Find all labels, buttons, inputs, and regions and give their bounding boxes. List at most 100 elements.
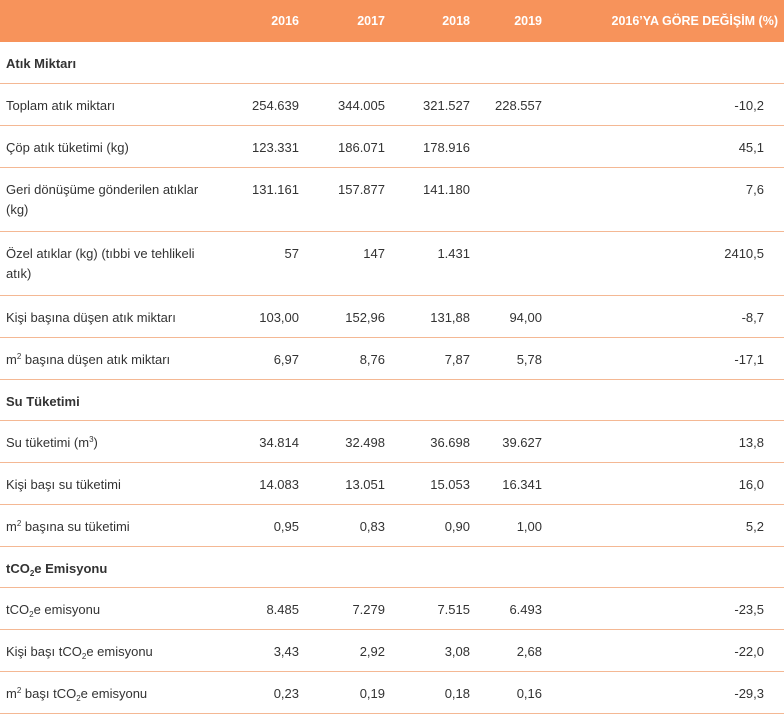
cell-change: -8,7 [741,309,764,325]
cell-2018: 15.053 [430,476,470,492]
cell-2016: 254.639 [252,97,299,113]
cell-2018: 0,18 [444,685,470,701]
row-label: Geri dönüşüme gönderilen atıklar (kg) [6,181,199,217]
cell-2017: 186.071 [338,139,385,155]
header-2018: 2018 [442,14,470,28]
cell-2019: 228.557 [495,97,542,113]
header-2016: 2016 [271,14,299,28]
cell-2018: 141.180 [423,181,470,197]
label-sub: 2 [29,609,34,619]
cell-2016: 6,97 [273,351,299,367]
cell-change: 16,0 [738,476,764,492]
row-label: Toplam atık miktarı [6,97,116,113]
label-sup: 2 [16,518,22,528]
cell-2019 [472,231,557,295]
row-label: Su tüketimi (m3) [0,420,222,462]
cell-2016: 14.083 [259,476,299,492]
cell-change: -22,0 [734,643,764,659]
table-row: Özel atıklar (kg) (tıbbi ve tehlikeli at… [0,231,784,295]
cell-change: -17,1 [734,351,764,367]
table-row: m2 başına düşen atık miktarı 6,97 8,76 7… [0,337,784,379]
cell-change: 5,2 [745,518,764,534]
cell-2017: 0,19 [359,685,385,701]
label-mid: başı tCO [21,685,77,701]
cell-2018: 321.527 [423,97,470,113]
section-title: Atık Miktarı [6,56,77,71]
cell-2017: 152,96 [345,309,385,325]
label-pre: m [6,351,17,367]
cell-2018: 7.515 [437,601,470,617]
cell-2019: 5,78 [516,351,542,367]
label-post: e emisyonu [80,685,148,701]
label-post: ) [93,434,98,450]
cell-2019: 16.341 [502,476,542,492]
table-row: m2 başı tCO2e emisyonu 0,23 0,19 0,18 0,… [0,671,784,713]
cell-change: -23,5 [734,601,764,617]
cell-2019: 1,00 [516,518,542,534]
section-title: tCO2e Emisyonu [0,546,784,587]
cell-2019: 0,16 [516,685,542,701]
cell-2018: 0,90 [444,518,470,534]
cell-2018: 7,87 [444,351,470,367]
cell-change: -10,2 [734,97,764,113]
section-emission: tCO2e Emisyonu [0,546,784,587]
table-row: tCO2e emisyonu 8.485 7.279 7.515 6.493 -… [0,587,784,629]
row-label: m2 başına düşen atık miktarı [0,337,222,379]
cell-change: 2410,5 [724,245,764,261]
cell-2019: 94,00 [509,309,542,325]
row-label: m2 başına su tüketimi [0,504,222,546]
cell-2016: 123.331 [252,139,299,155]
title-post: e Emisyonu [34,560,108,576]
label-post: e emisyonu [33,601,101,617]
cell-2016: 3,43 [273,643,299,659]
cell-2018: 1.431 [437,245,470,261]
cell-2018: 178.916 [423,139,470,155]
header-change: 2016’YA GÖRE DEĞİŞİM (%) [611,14,779,28]
row-label: tCO2e emisyonu [0,587,222,629]
cell-2019: 2,68 [516,643,542,659]
row-label: m2 başı tCO2e emisyonu [0,671,222,713]
title-sub: 2 [29,568,35,578]
cell-2019 [472,125,557,167]
table-row: Çöp atık tüketimi (kg) 123.331 186.071 1… [0,125,784,167]
cell-2017: 7.279 [352,601,385,617]
table-row: Kişi başı su tüketimi 14.083 13.051 15.0… [0,462,784,504]
cell-2017: 8,76 [359,351,385,367]
section-title: Su Tüketimi [6,393,80,409]
cell-change: 7,6 [745,181,764,197]
cell-2016: 103,00 [259,309,299,325]
label-post: başına düşen atık miktarı [21,351,171,367]
table-row: m2 başına su tüketimi 0,95 0,83 0,90 1,0… [0,504,784,546]
label-pre: m [6,518,17,534]
table-header: 2016 2017 2018 2019 2016’YA GÖRE DEĞİŞİM… [0,0,784,42]
cell-2017: 32.498 [345,434,385,450]
cell-2016: 34.814 [259,434,299,450]
cell-2019: 6.493 [509,601,542,617]
header-2019: 2019 [514,14,542,28]
cell-2019 [472,167,557,231]
label-pre: m [6,685,17,701]
header-2017: 2017 [357,14,385,28]
cell-2017: 157.877 [338,181,385,197]
cell-2018: 131,88 [430,309,470,325]
cell-2017: 0,83 [359,518,385,534]
label-post: e emisyonu [86,643,153,659]
cell-2016: 131.161 [252,181,299,197]
cell-2017: 344.005 [338,97,385,113]
label-sup: 2 [16,351,22,361]
table-row: Toplam atık miktarı 254.639 344.005 321.… [0,83,784,125]
label-pre: tCO [6,601,30,617]
label-post: başına su tüketimi [21,518,130,534]
label-sub: 2 [81,651,87,661]
row-label: Özel atıklar (kg) (tıbbi ve tehlikeli at… [6,245,195,281]
cell-2016: 8.485 [266,601,299,617]
cell-2018: 36.698 [430,434,470,450]
table-row: Kişi başı tCO2e emisyonu 3,43 2,92 3,08 … [0,629,784,671]
section-water: Su Tüketimi [0,379,784,420]
title-pre: tCO [6,560,30,576]
header-label [0,0,222,42]
cell-2016: 0,23 [273,685,299,701]
table-row: Kişi başına düşen atık miktarı 103,00 15… [0,295,784,337]
label-sup: 3 [89,434,94,444]
